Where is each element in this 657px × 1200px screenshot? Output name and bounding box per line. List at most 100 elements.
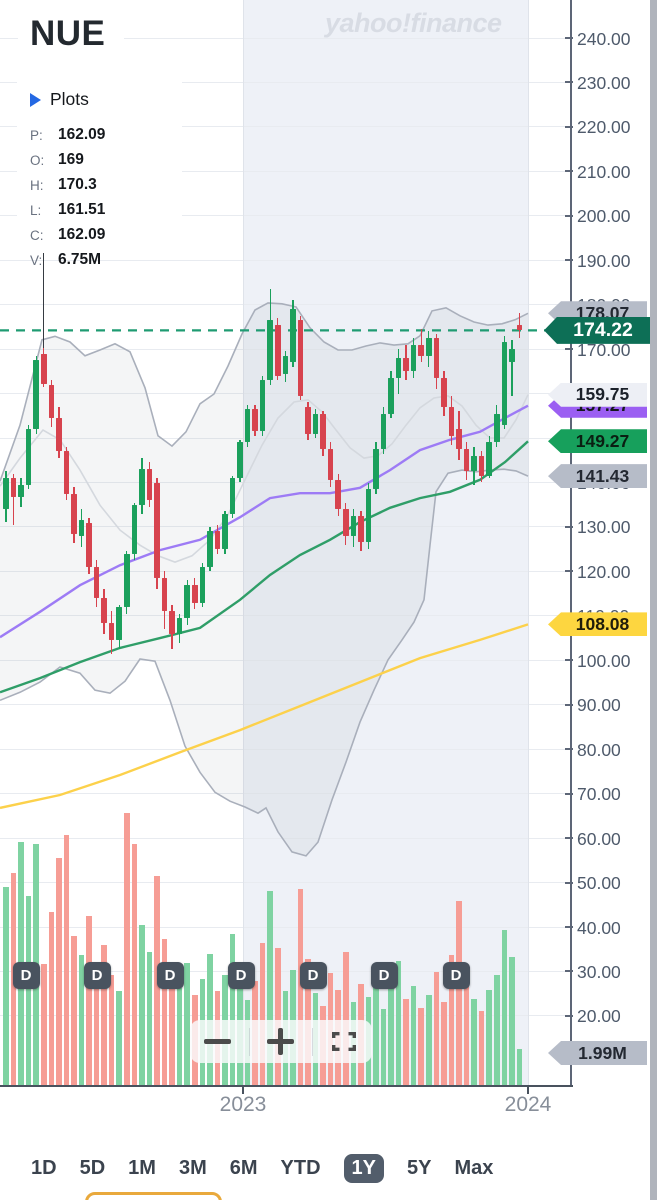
volume-bar [373, 966, 379, 1085]
price-tick-label: 170.00 [577, 339, 631, 360]
candle-body [56, 418, 62, 452]
zoom-in-button[interactable] [257, 1023, 305, 1061]
range-option-6m[interactable]: 6M [229, 1157, 258, 1179]
candle-body [101, 598, 107, 623]
dividend-marker[interactable]: D [156, 961, 184, 989]
volume-bar [25, 896, 32, 1085]
candle-body [78, 520, 85, 536]
candle-body [252, 409, 258, 432]
candle-body [463, 449, 470, 472]
candle-body [161, 578, 168, 612]
volume-bar [380, 1009, 387, 1085]
gridline-h [0, 748, 570, 750]
candle-body [320, 413, 326, 450]
price-tick-label: 70.00 [577, 784, 621, 805]
volume-bar [410, 986, 417, 1085]
price-tick-mark [565, 81, 573, 84]
candle-body [71, 493, 77, 534]
candle-body [108, 622, 115, 641]
volume-bar [433, 971, 440, 1085]
gridline-h [0, 659, 570, 661]
price-tick-mark [565, 659, 573, 662]
price-tick-mark [565, 259, 573, 262]
plots-toggle-label: Plots [50, 89, 89, 109]
volume-bar [426, 995, 432, 1085]
fullscreen-button[interactable] [320, 1023, 368, 1061]
plots-toggle[interactable]: Plots [30, 89, 89, 110]
volume-bar [40, 963, 47, 1085]
volume-bar [267, 890, 274, 1085]
range-option-3m[interactable]: 3M [178, 1157, 207, 1179]
price-tick-mark [565, 570, 573, 573]
candle-body [191, 584, 198, 603]
year-2023-shading [243, 0, 528, 1085]
legend-value: 6.75M [58, 251, 102, 268]
candle-body [478, 455, 485, 476]
price-tick-label: 240.00 [577, 28, 631, 49]
candle-body [282, 355, 289, 374]
minus-icon [204, 1039, 232, 1044]
candle-wick [511, 340, 513, 396]
gridline-h [0, 170, 570, 172]
legend-value: 162.09 [58, 226, 106, 243]
candle-body [290, 309, 296, 363]
range-option-5d[interactable]: 5D [79, 1157, 106, 1179]
candle-body [184, 584, 190, 619]
dividend-marker[interactable]: D [370, 961, 398, 989]
volume-bar [275, 948, 281, 1085]
volume-bar [493, 975, 500, 1085]
candle-body [342, 509, 349, 536]
dividend-marker[interactable]: D [227, 961, 255, 989]
vertical-scrollbar[interactable] [650, 0, 657, 1200]
date-range-button-partial[interactable] [85, 1192, 222, 1200]
volume-bar [56, 858, 62, 1085]
candle-body [516, 324, 523, 331]
range-option-5y[interactable]: 5Y [407, 1157, 432, 1179]
range-option-ytd[interactable]: YTD [280, 1157, 321, 1179]
price-tick-mark [565, 703, 573, 706]
price-badge-10808: 108.08 [548, 612, 647, 637]
gridline-h [0, 81, 570, 83]
time-axis-line [0, 1085, 573, 1087]
volume-bar [342, 951, 349, 1085]
range-option-max[interactable]: Max [454, 1157, 494, 1179]
range-selector: 1D 5D 1M 3M 6M YTD 1Y 5Y Max [31, 1152, 493, 1185]
price-tick-mark [565, 37, 573, 39]
dividend-marker[interactable]: D [12, 961, 40, 989]
range-option-1m[interactable]: 1M [128, 1157, 156, 1179]
crosshair-line [43, 253, 45, 348]
price-tick-label: 100.00 [577, 650, 631, 671]
candle-body [93, 566, 100, 599]
ticker-symbol: NUE [30, 14, 106, 53]
dividend-marker[interactable]: D [442, 961, 470, 989]
candle-body [380, 413, 387, 450]
candle-body [199, 566, 206, 603]
candle-body [86, 522, 92, 567]
candle-body [25, 429, 32, 485]
dividend-marker[interactable]: D [299, 961, 327, 989]
price-tick-mark [565, 525, 573, 528]
price-tick-label: 20.00 [577, 1006, 621, 1027]
gridline-h [0, 526, 570, 528]
zoom-out-button[interactable] [194, 1023, 242, 1061]
gridline-h [0, 437, 570, 439]
candle-body [297, 320, 304, 396]
price-tick-mark [565, 214, 573, 217]
dividend-marker[interactable]: D [83, 961, 111, 989]
volume-bar [418, 1007, 425, 1085]
price-tick-label: 50.00 [577, 873, 621, 894]
volume-bar [184, 962, 190, 1085]
expand-icon [332, 1032, 357, 1051]
range-option-1d[interactable]: 1D [31, 1157, 57, 1179]
candle-body [48, 384, 55, 419]
volume-bar [63, 834, 70, 1085]
gridline-h [0, 126, 570, 128]
range-option-1y[interactable]: 1Y [343, 1154, 385, 1183]
volume-bar [108, 975, 115, 1085]
candle-body [176, 618, 183, 634]
volume-bar [131, 843, 138, 1085]
candle-body [139, 469, 145, 505]
volume-bar [139, 924, 145, 1085]
gridline-year [242, 0, 244, 1085]
